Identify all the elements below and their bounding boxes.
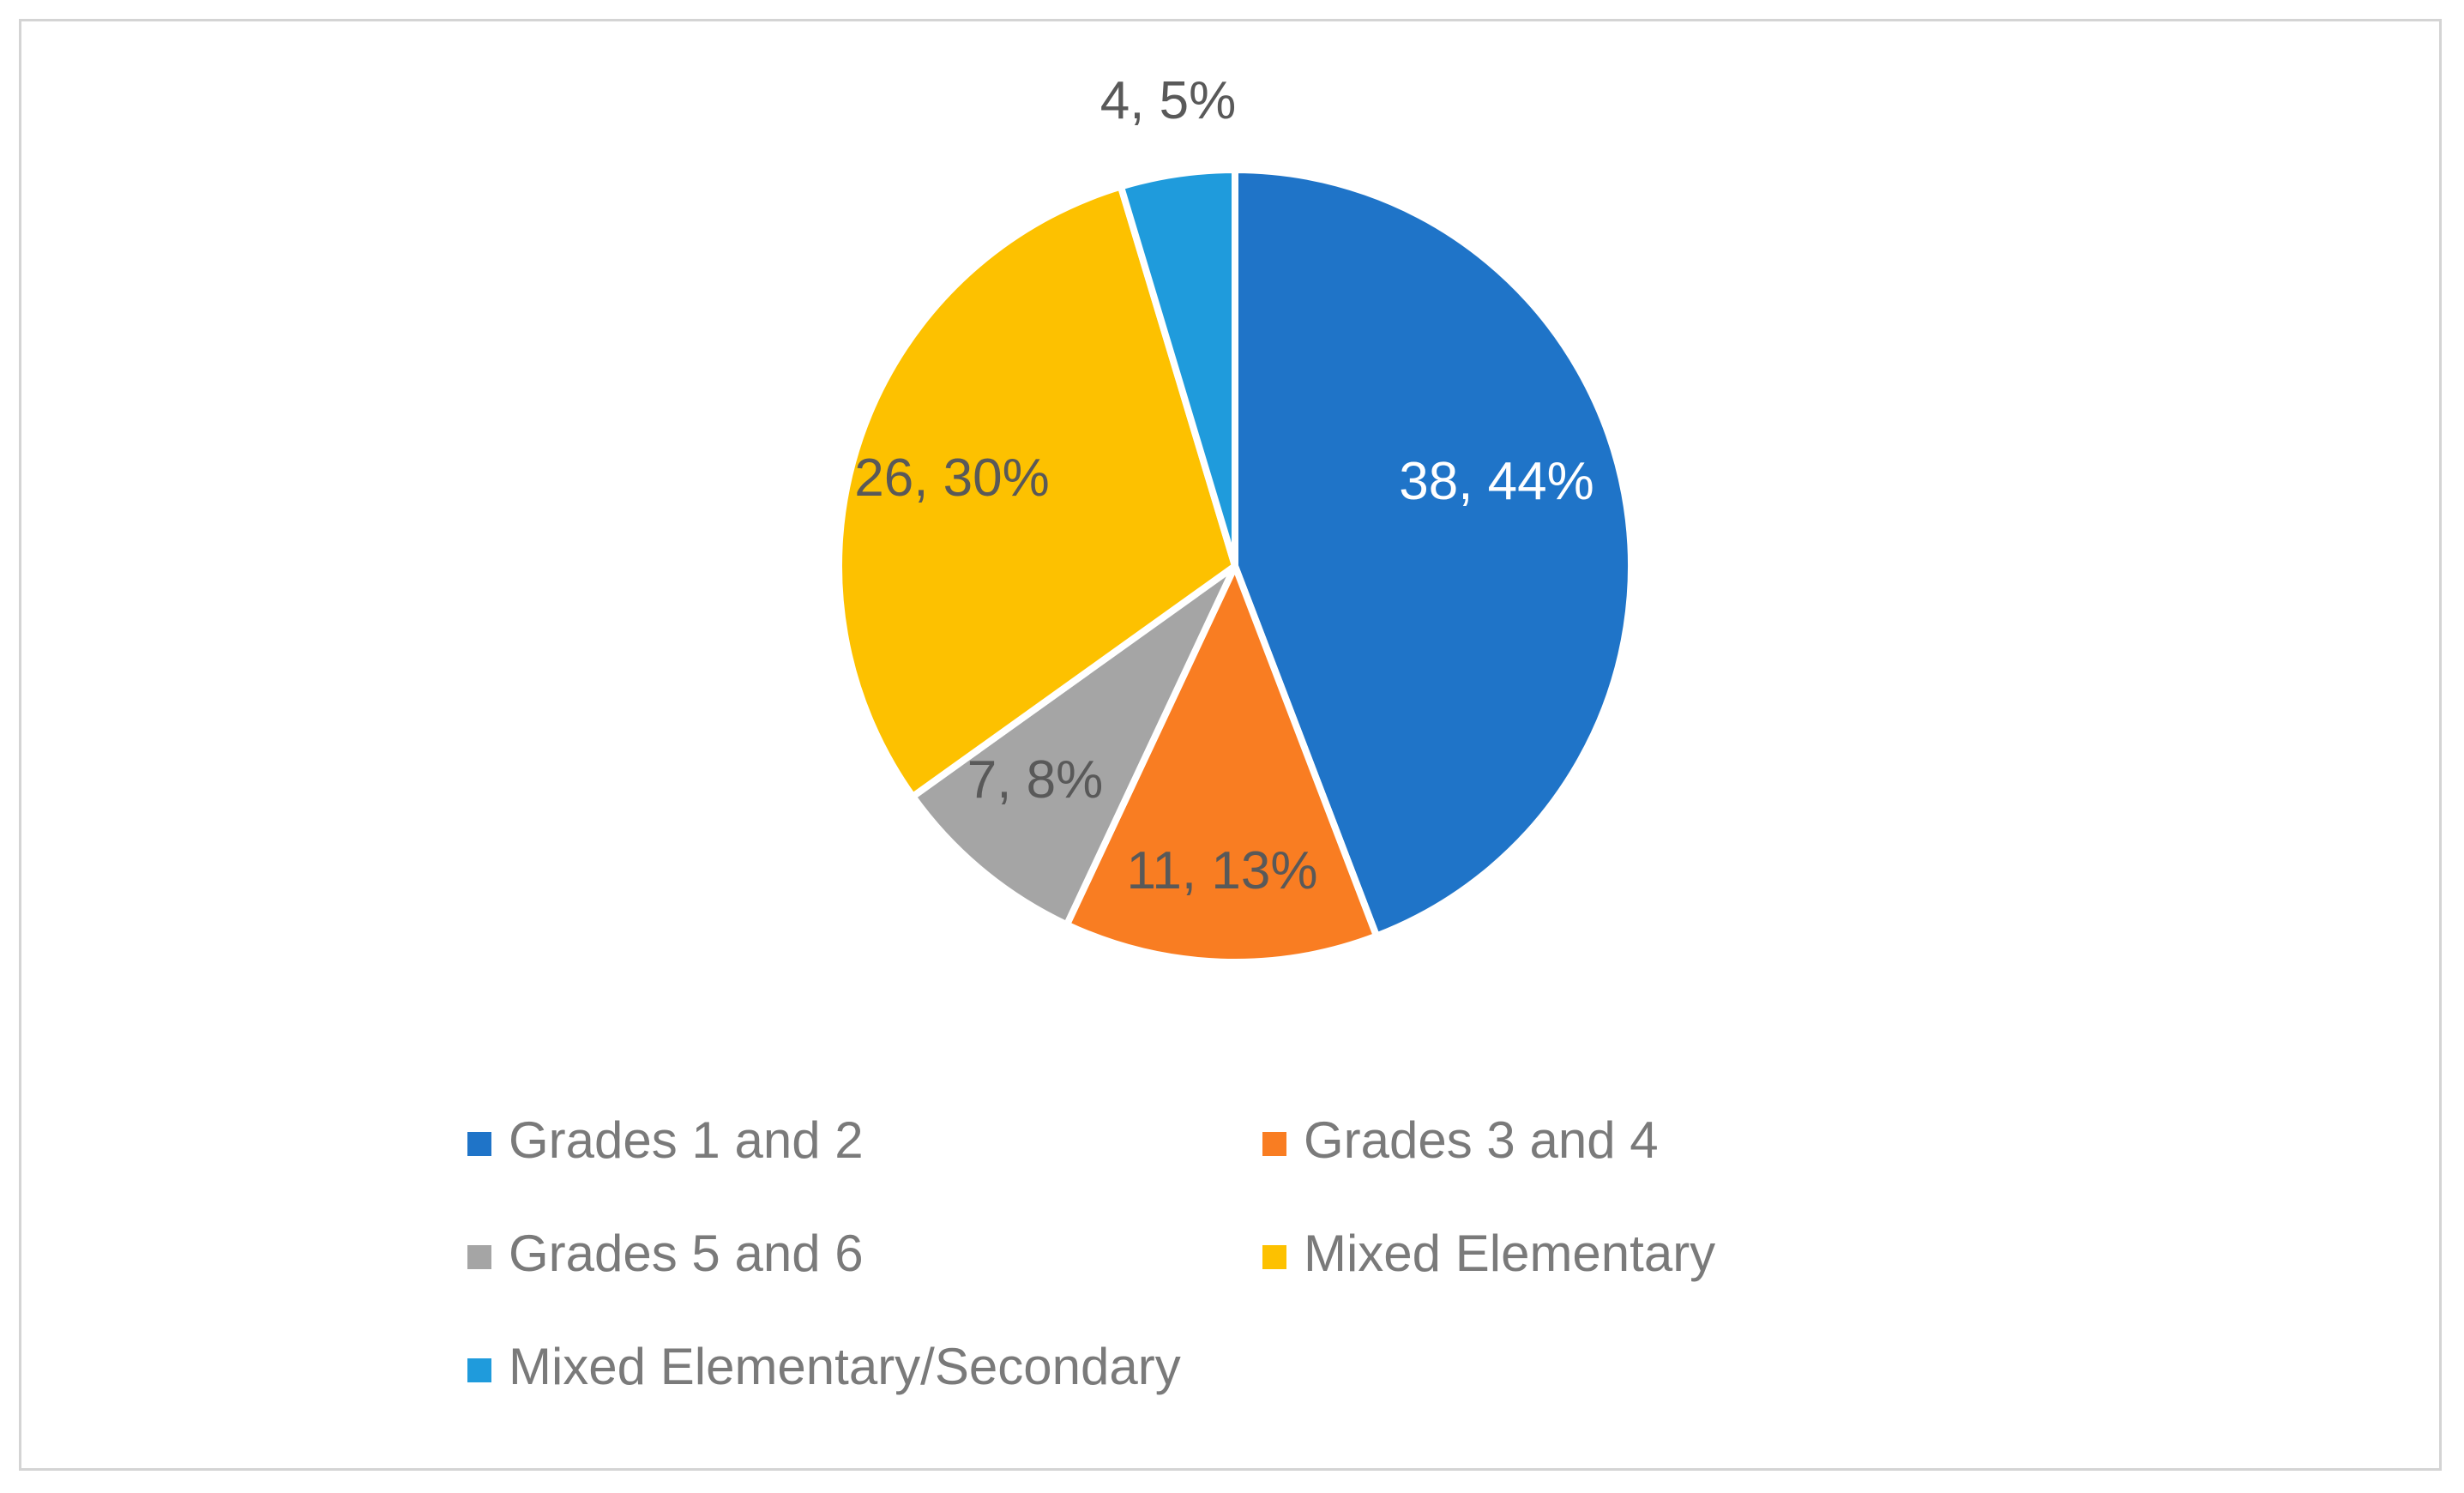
pie-slice-4 [835,183,1238,800]
legend-item-1: Grades 1 and 2 [467,1111,864,1169]
pie-slice-2 [1063,563,1381,966]
legend-swatch-3 [467,1245,491,1269]
legend-swatch-1 [467,1132,491,1156]
pie-slice-5 [1117,166,1238,569]
data-label-3: 7, 8% [967,750,1104,810]
legend-item-5: Mixed Elementary/Secondary [467,1338,1181,1395]
data-label-1: 38, 44% [1399,452,1594,511]
pie-slices [835,166,1635,966]
legend-swatch-5 [467,1358,491,1382]
legend-item-4: Mixed Elementary [1262,1225,1715,1282]
legend-label-4: Mixed Elementary [1304,1225,1715,1282]
legend-item-3: Grades 5 and 6 [467,1225,864,1282]
legend-swatch-2 [1262,1132,1286,1156]
legend-label-1: Grades 1 and 2 [509,1111,864,1169]
legend: Grades 1 and 2 Grades 3 and 4 Grades 5 and… [467,1111,1715,1395]
legend-item-2: Grades 3 and 4 [1262,1111,1659,1169]
data-label-2: 11, 13% [1127,841,1318,900]
legend-label-2: Grades 3 and 4 [1304,1111,1659,1169]
legend-swatch-4 [1262,1245,1286,1269]
legend-label-3: Grades 5 and 6 [509,1225,864,1282]
pie-slice-1 [1232,166,1635,940]
data-labels: 38, 44% 11, 13% 7, 8% 26, 30% 4, 5% [854,71,1594,900]
data-label-4: 26, 30% [854,449,1050,508]
pie-slice-3 [909,563,1238,929]
data-label-5: 4, 5% [1100,71,1237,130]
legend-label-5: Mixed Elementary/Secondary [509,1338,1181,1395]
